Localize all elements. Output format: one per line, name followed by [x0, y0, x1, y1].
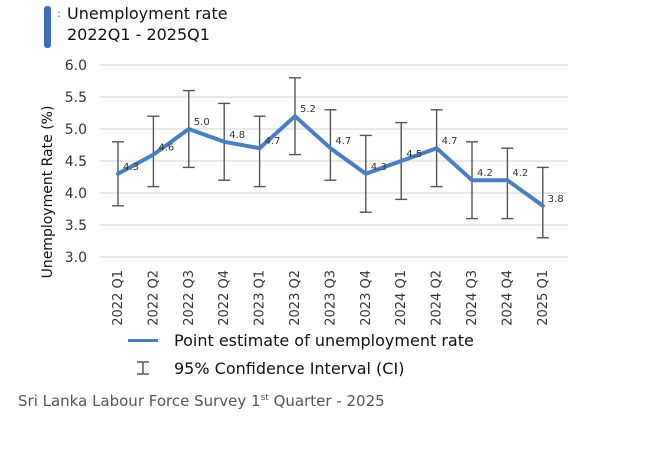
data-label: 4.3: [123, 162, 139, 173]
data-label: 4.2: [512, 168, 528, 179]
y-tick-label: 5.5: [65, 90, 87, 106]
error-bar: [501, 147, 514, 220]
x-tick-label: 2022 Q2: [146, 270, 161, 326]
confidence-interval-bars: [112, 77, 549, 239]
grid-lines: [100, 64, 568, 258]
source-note: Sri Lanka Labour Force Survey 1st Quarte…: [18, 392, 385, 410]
x-axis-ticks: 2022 Q1 2022 Q2 2022 Q3 2022 Q4 2023 Q1 2023 …: [111, 270, 551, 326]
chart-title: Unemployment rate: [67, 4, 228, 23]
data-label: 4.6: [158, 143, 174, 154]
y-tick-label: 3.0: [65, 250, 87, 266]
data-label: 3.8: [548, 194, 564, 205]
y-tick-label: 6.0: [65, 58, 87, 74]
x-tick-label: 2024 Q4: [500, 270, 515, 326]
unemployment-line-chart: 3.0 3.5 4.0 4.5 5.0 5.5 6.0 4.3 4.6 5.0 4.8 4.7 5.2…: [40, 58, 568, 326]
data-label: 4.2: [477, 168, 493, 179]
series-line-point-estimate: [116, 114, 545, 208]
x-tick-label: 2025 Q1: [536, 270, 551, 326]
legend-item-confidence-interval: 95% Confidence Interval (CI): [128, 354, 474, 382]
y-tick-label: 4.5: [65, 154, 87, 170]
x-tick-label: 2023 Q1: [253, 270, 268, 326]
legend-label-point-estimate: Point estimate of unemployment rate: [174, 330, 474, 350]
legend-item-point-estimate: Point estimate of unemployment rate: [128, 326, 474, 354]
y-axis-ticks: 3.0 3.5 4.0 4.5 5.0 5.5 6.0: [65, 58, 87, 266]
legend-errorbar-swatch: [128, 359, 158, 377]
title-colon: :: [57, 7, 61, 20]
x-tick-label: 2023 Q3: [323, 270, 338, 326]
legend-label-confidence-interval: 95% Confidence Interval (CI): [174, 358, 405, 378]
y-tick-label: 3.5: [65, 218, 87, 234]
data-labels: 4.3 4.6 5.0 4.8 4.7 5.2 4.7 4.3 4.5 4.7 4.2 4.2 3.8: [123, 104, 564, 205]
x-tick-label: 2022 Q4: [217, 270, 232, 326]
error-bar: [536, 166, 549, 239]
data-label: 4.8: [229, 130, 245, 141]
legend: Point estimate of unemployment rate 95% …: [128, 326, 474, 382]
error-bar: [324, 109, 337, 181]
title-accent-bar: [44, 6, 51, 48]
source-suffix: Quarter - 2025: [268, 392, 385, 410]
chart-subtitle: 2022Q1 - 2025Q1: [67, 25, 210, 44]
error-bar: [253, 115, 266, 188]
data-label: 5.0: [194, 117, 210, 128]
data-label: 4.7: [442, 136, 458, 147]
x-tick-label: 2023 Q4: [359, 270, 374, 326]
data-label: 4.5: [406, 149, 422, 160]
x-tick-label: 2022 Q1: [111, 270, 126, 326]
x-tick-label: 2022 Q3: [182, 270, 197, 326]
y-axis-label: Unemployment Rate (%): [40, 106, 56, 279]
source-prefix: Sri Lanka Labour Force Survey 1: [18, 392, 261, 410]
y-tick-label: 5.0: [65, 122, 87, 138]
data-label: 5.2: [300, 104, 316, 115]
legend-line-swatch: [128, 331, 158, 349]
x-tick-label: 2023 Q2: [288, 270, 303, 326]
data-label: 4.3: [371, 162, 387, 173]
x-tick-label: 2024 Q1: [394, 270, 409, 326]
x-tick-label: 2024 Q2: [430, 270, 445, 326]
y-tick-label: 4.0: [65, 186, 87, 202]
source-superscript: st: [260, 393, 269, 403]
error-bar: [147, 115, 160, 188]
data-label: 4.7: [265, 136, 281, 147]
x-tick-label: 2024 Q3: [465, 270, 480, 326]
data-label: 4.7: [335, 136, 351, 147]
